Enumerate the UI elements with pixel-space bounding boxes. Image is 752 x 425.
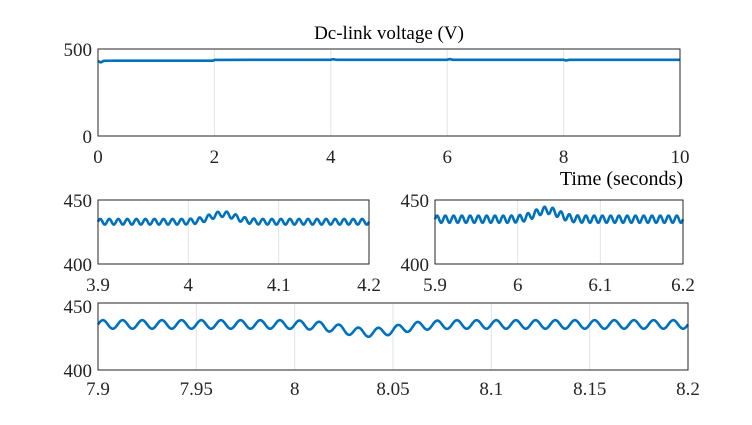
x-tick-label-zoom-8-7.95: 7.95 (180, 379, 213, 400)
y-tick-label-zoom-8-450: 450 (64, 297, 93, 318)
y-tick-label-zoom-4-450: 450 (64, 191, 93, 212)
x-tick-label-full-6: 6 (442, 147, 452, 168)
x-tick-label-zoom-6-5.9: 5.9 (423, 275, 447, 296)
grid-zoom-4 (187, 200, 280, 264)
x-tick-label-full-2: 2 (210, 147, 220, 168)
grid-full (213, 49, 565, 136)
grid-zoom-8 (195, 303, 591, 370)
x-tick-label-zoom-4-4.1: 4.1 (267, 275, 291, 296)
series-line-full (97, 57, 680, 64)
series-line-zoom-6 (433, 205, 685, 225)
x-axis-label: Time (seconds) (560, 168, 683, 190)
chart-title: Dc-link voltage (V) (314, 23, 464, 44)
plot-area-zoom-6 (434, 199, 684, 265)
x-tick-label-zoom-8-8.1: 8.1 (479, 379, 503, 400)
x-tick-label-zoom-8-7.9: 7.9 (86, 379, 110, 400)
x-tick-label-zoom-4-4: 4 (184, 275, 194, 296)
y-tick-label-zoom-6-450: 450 (401, 191, 430, 212)
x-tick-label-zoom-8-8.2: 8.2 (676, 379, 700, 400)
x-tick-label-zoom-4-4.2: 4.2 (357, 275, 381, 296)
x-tick-label-zoom-8-8.05: 8.05 (376, 379, 409, 400)
series-line-zoom-8 (96, 318, 690, 339)
y-tick-label-full-500: 500 (64, 40, 93, 61)
panel-zoom-6: 450 400 5.9 6 6.1 6.2 (401, 191, 695, 296)
x-tick-label-full-4: 4 (326, 147, 336, 168)
y-tick-label-full-0: 0 (83, 127, 93, 148)
x-tick-label-full-0: 0 (93, 147, 103, 168)
y-tick-label-zoom-8-400: 400 (64, 361, 93, 382)
x-tick-label-zoom-4-3.9: 3.9 (86, 275, 110, 296)
plot-frame-zoom-4 (97, 199, 370, 265)
x-tick-label-full-10: 10 (671, 147, 690, 168)
grid-zoom-6 (517, 200, 601, 264)
y-tick-label-zoom-6-400: 400 (401, 255, 430, 276)
panel-zoom-4: 450 400 3.9 4 4.1 4.2 (64, 191, 381, 296)
panel-zoom-8: 450 400 7.9 7.95 8 8.05 8.1 8.15 8.2 (64, 297, 700, 400)
x-tick-label-zoom-8-8.15: 8.15 (573, 379, 606, 400)
panel-full: Dc-link voltage (V) 500 0 0 2 4 6 8 10 T… (64, 23, 690, 190)
x-tick-label-zoom-6-6: 6 (513, 275, 523, 296)
plot-frame-zoom-8 (97, 302, 689, 371)
x-tick-label-zoom-8-8: 8 (290, 379, 300, 400)
y-tick-label-zoom-4-400: 400 (64, 255, 93, 276)
plot-area-full (97, 48, 681, 137)
x-tick-label-zoom-6-6.1: 6.1 (588, 275, 612, 296)
plot-frame-zoom-6 (434, 199, 684, 265)
plot-frame-full (97, 48, 681, 137)
x-tick-label-full-8: 8 (559, 147, 569, 168)
x-tick-label-zoom-6-6.2: 6.2 (671, 275, 695, 296)
series-line-zoom-4 (96, 210, 371, 226)
plot-area-zoom-4 (97, 199, 370, 265)
